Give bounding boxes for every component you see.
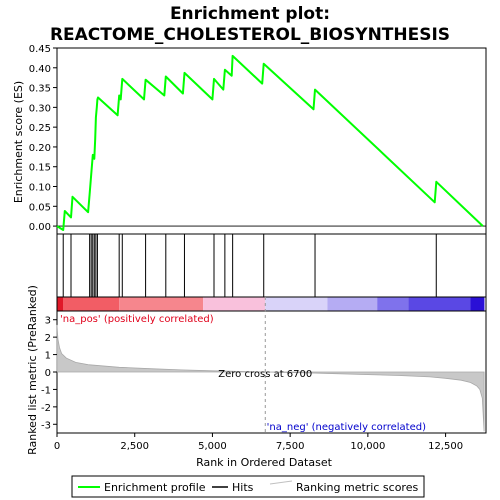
- x-tick-label: 10,000: [350, 441, 385, 452]
- es-profile-line: [56, 54, 484, 231]
- legend: Enrichment profile Hits Ranking metric s…: [71, 475, 425, 498]
- es-ytick-label: 0.05: [29, 202, 51, 213]
- metric-ytick-label: -1: [41, 385, 51, 396]
- metric-ylabel: Ranked list metric (PreRanked): [26, 285, 39, 455]
- metric-ytick-label: 3: [45, 316, 51, 327]
- x-tick-label: 5,000: [198, 441, 227, 452]
- rank-bar-segment: [57, 297, 120, 311]
- x-tick-label: 2,500: [120, 441, 149, 452]
- legend-label-enrichment: Enrichment profile: [104, 481, 206, 494]
- rank-bar-segment: [377, 297, 409, 311]
- x-tick-label: 0: [54, 441, 60, 452]
- rank-bar-segment: [119, 297, 204, 311]
- es-ytick-label: 0.20: [29, 143, 51, 154]
- plot-title-line1: Enrichment plot:: [170, 4, 330, 24]
- rank-color-bar: [56, 296, 487, 312]
- pos-correlated-label: 'na_pos' (positively correlated): [60, 314, 214, 325]
- metric-ytick-label: -3: [41, 420, 51, 431]
- es-frame: [56, 47, 487, 235]
- es-ytick-label: 0.45: [29, 44, 51, 55]
- metric-ytick-label: 1: [45, 351, 51, 362]
- es-ytick-label: 0.30: [29, 103, 51, 114]
- es-ytick-label: 0.15: [29, 163, 51, 174]
- legend-label-hits: Hits: [232, 481, 254, 494]
- xlabel: Rank in Ordered Dataset: [196, 456, 333, 469]
- es-ytick-label: 0.40: [29, 64, 51, 75]
- neg-correlated-label: 'na_neg' (negatively correlated): [267, 422, 426, 433]
- es-ytick-label: 0.10: [29, 183, 51, 194]
- es-ytick-label: 0.00: [29, 222, 51, 233]
- es-ytick-label: 0.25: [29, 123, 51, 134]
- plot-title-line2: REACTOME_CHOLESTEROL_BIOSYNTHESIS: [50, 25, 450, 45]
- rank-bar-segment: [327, 297, 378, 311]
- x-tick-label: 12,500: [428, 441, 463, 452]
- metric-ytick-label: -2: [41, 403, 51, 414]
- es-panel: 0.00 0.05 0.10 0.15 0.20 0.25 0.30 0.35 0.40 0.45: [29, 44, 487, 235]
- metric-ytick-label: 2: [45, 333, 51, 344]
- es-ylabel: Enrichment score (ES): [12, 81, 25, 203]
- hits-frame: [56, 233, 487, 298]
- metric-area: [56, 324, 485, 432]
- rank-bar-segment: [470, 297, 485, 311]
- legend-swatch-ranking: [269, 480, 293, 485]
- legend-label-ranking: Ranking metric scores: [296, 481, 418, 494]
- hits-panel: [56, 233, 487, 298]
- rank-bar-edge: [57, 297, 63, 311]
- zero-cross-label: Zero cross at 6700: [218, 369, 312, 380]
- rank-bar-segment: [203, 297, 266, 311]
- es-ytick-label: 0.35: [29, 84, 51, 95]
- rank-bar-segment: [408, 297, 471, 311]
- rank-bar-segment: [265, 297, 328, 311]
- x-tick-label: 7,500: [276, 441, 305, 452]
- legend-box: [71, 475, 425, 498]
- metric-ytick-label: 0: [45, 368, 51, 379]
